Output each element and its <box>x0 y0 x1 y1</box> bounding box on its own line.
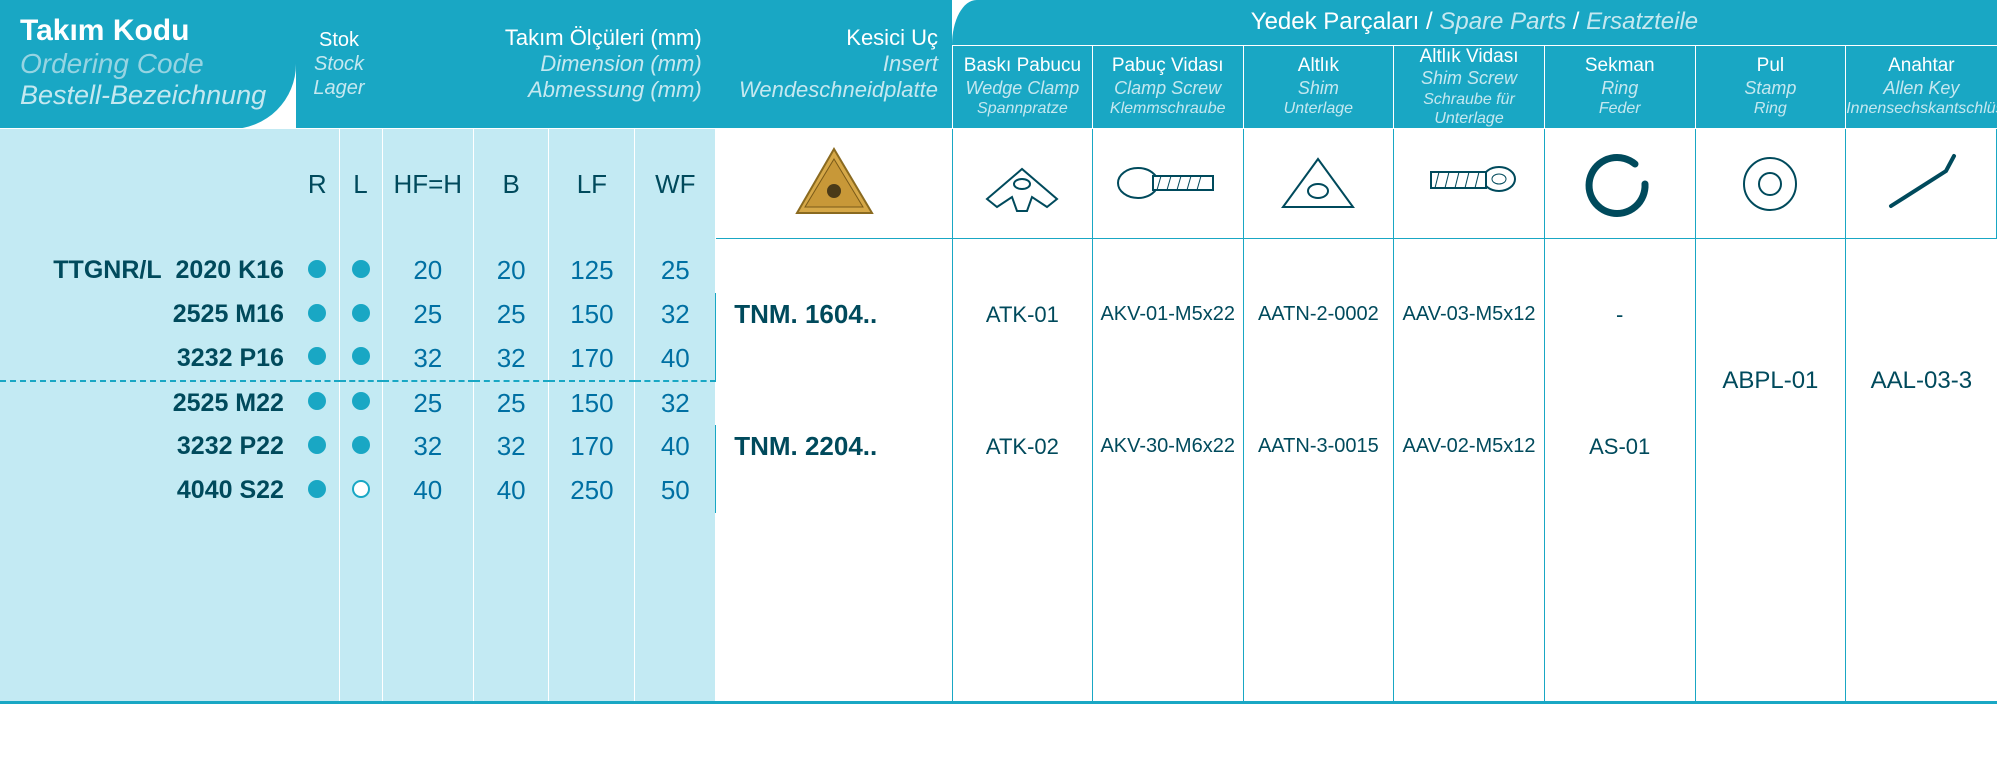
allen-value: AAL-03-3 <box>1846 249 1997 513</box>
ring-value: AS-01 <box>1544 381 1695 513</box>
stock-dot-open <box>352 480 370 498</box>
shim-icon <box>1243 129 1394 239</box>
table-row: 3232 P22 <box>0 425 296 469</box>
stock-dot <box>308 304 326 322</box>
ordering-code-header: Takım Kodu Ordering Code Bestell-Bezeich… <box>0 0 296 129</box>
wedge-value: ATK-01 <box>952 249 1092 381</box>
insert-icon <box>716 129 953 239</box>
spare-col-stamp: PulStampRing <box>1695 45 1846 129</box>
sub-HF: HF=H <box>382 129 473 239</box>
spare-col-allen: AnahtarAllen KeyInnensechskantschlüssel <box>1846 45 1997 129</box>
insert-header: Kesici Uç Insert Wendeschneidplatte <box>716 0 953 129</box>
wedge-value: ATK-02 <box>952 381 1092 513</box>
table-row: 3232 P16 <box>0 337 296 381</box>
allen-key-icon <box>1846 129 1997 239</box>
stock-header: Stok Stock Lager <box>296 0 382 129</box>
clamp-value: AKV-30-M6x22 <box>1092 381 1243 513</box>
stock-dot <box>308 480 326 498</box>
dimensions-header: Takım Ölçüleri (mm) Dimension (mm) Abmes… <box>382 0 716 129</box>
stamp-icon <box>1695 129 1846 239</box>
spare-parts-title: Yedek Parçaları / Spare Parts / Ersatzte… <box>952 0 1996 45</box>
table-row: 4040 S22 <box>0 469 296 513</box>
ring-value: - <box>1544 249 1695 381</box>
stamp-value: ABPL-01 <box>1695 249 1846 513</box>
shim-screw-icon <box>1394 129 1545 239</box>
table-row: TTGNR/L 2020 K16 <box>0 249 296 293</box>
stock-dot <box>308 436 326 454</box>
shim-value: AATN-2-0002 <box>1243 249 1394 381</box>
shim-value: AATN-3-0015 <box>1243 381 1394 513</box>
insert-code: TNM. 2204.. <box>716 381 953 513</box>
stock-dot <box>308 392 326 410</box>
clamp-screw-icon <box>1092 129 1243 239</box>
stock-dot <box>352 304 370 322</box>
sub-R: R <box>296 129 339 239</box>
spare-col-shim: AltlıkShimUnterlage <box>1243 45 1394 129</box>
ring-icon <box>1544 129 1695 239</box>
stock-dot <box>352 260 370 278</box>
spare-col-clamp: Pabuç VidasıClamp ScrewKlemmschraube <box>1092 45 1243 129</box>
table-row: 2525 M16 <box>0 293 296 337</box>
insert-code: TNM. 1604.. <box>716 249 953 381</box>
spare-col-ring: SekmanRingFeder <box>1544 45 1695 129</box>
shimscrew-value: AAV-02-M5x12 <box>1394 381 1545 513</box>
spare-col-shimscrew: Altlık VidasıShim ScrewSchraube für Unte… <box>1394 45 1545 129</box>
shimscrew-value: AAV-03-M5x12 <box>1394 249 1545 381</box>
sub-LF: LF <box>549 129 635 239</box>
stock-dot <box>308 260 326 278</box>
stock-dot <box>352 347 370 365</box>
wedge-clamp-icon <box>952 129 1092 239</box>
table-row: 2525 M22 <box>0 381 296 425</box>
clamp-value: AKV-01-M5x22 <box>1092 249 1243 381</box>
sub-B: B <box>474 129 549 239</box>
sub-WF: WF <box>635 129 716 239</box>
sub-L: L <box>339 129 382 239</box>
spare-col-wedge: Baskı PabucuWedge ClampSpannpratze <box>952 45 1092 129</box>
stock-dot <box>308 347 326 365</box>
stock-dot <box>352 436 370 454</box>
tooling-table: Takım Kodu Ordering Code Bestell-Bezeich… <box>0 0 1997 704</box>
stock-dot <box>352 392 370 410</box>
